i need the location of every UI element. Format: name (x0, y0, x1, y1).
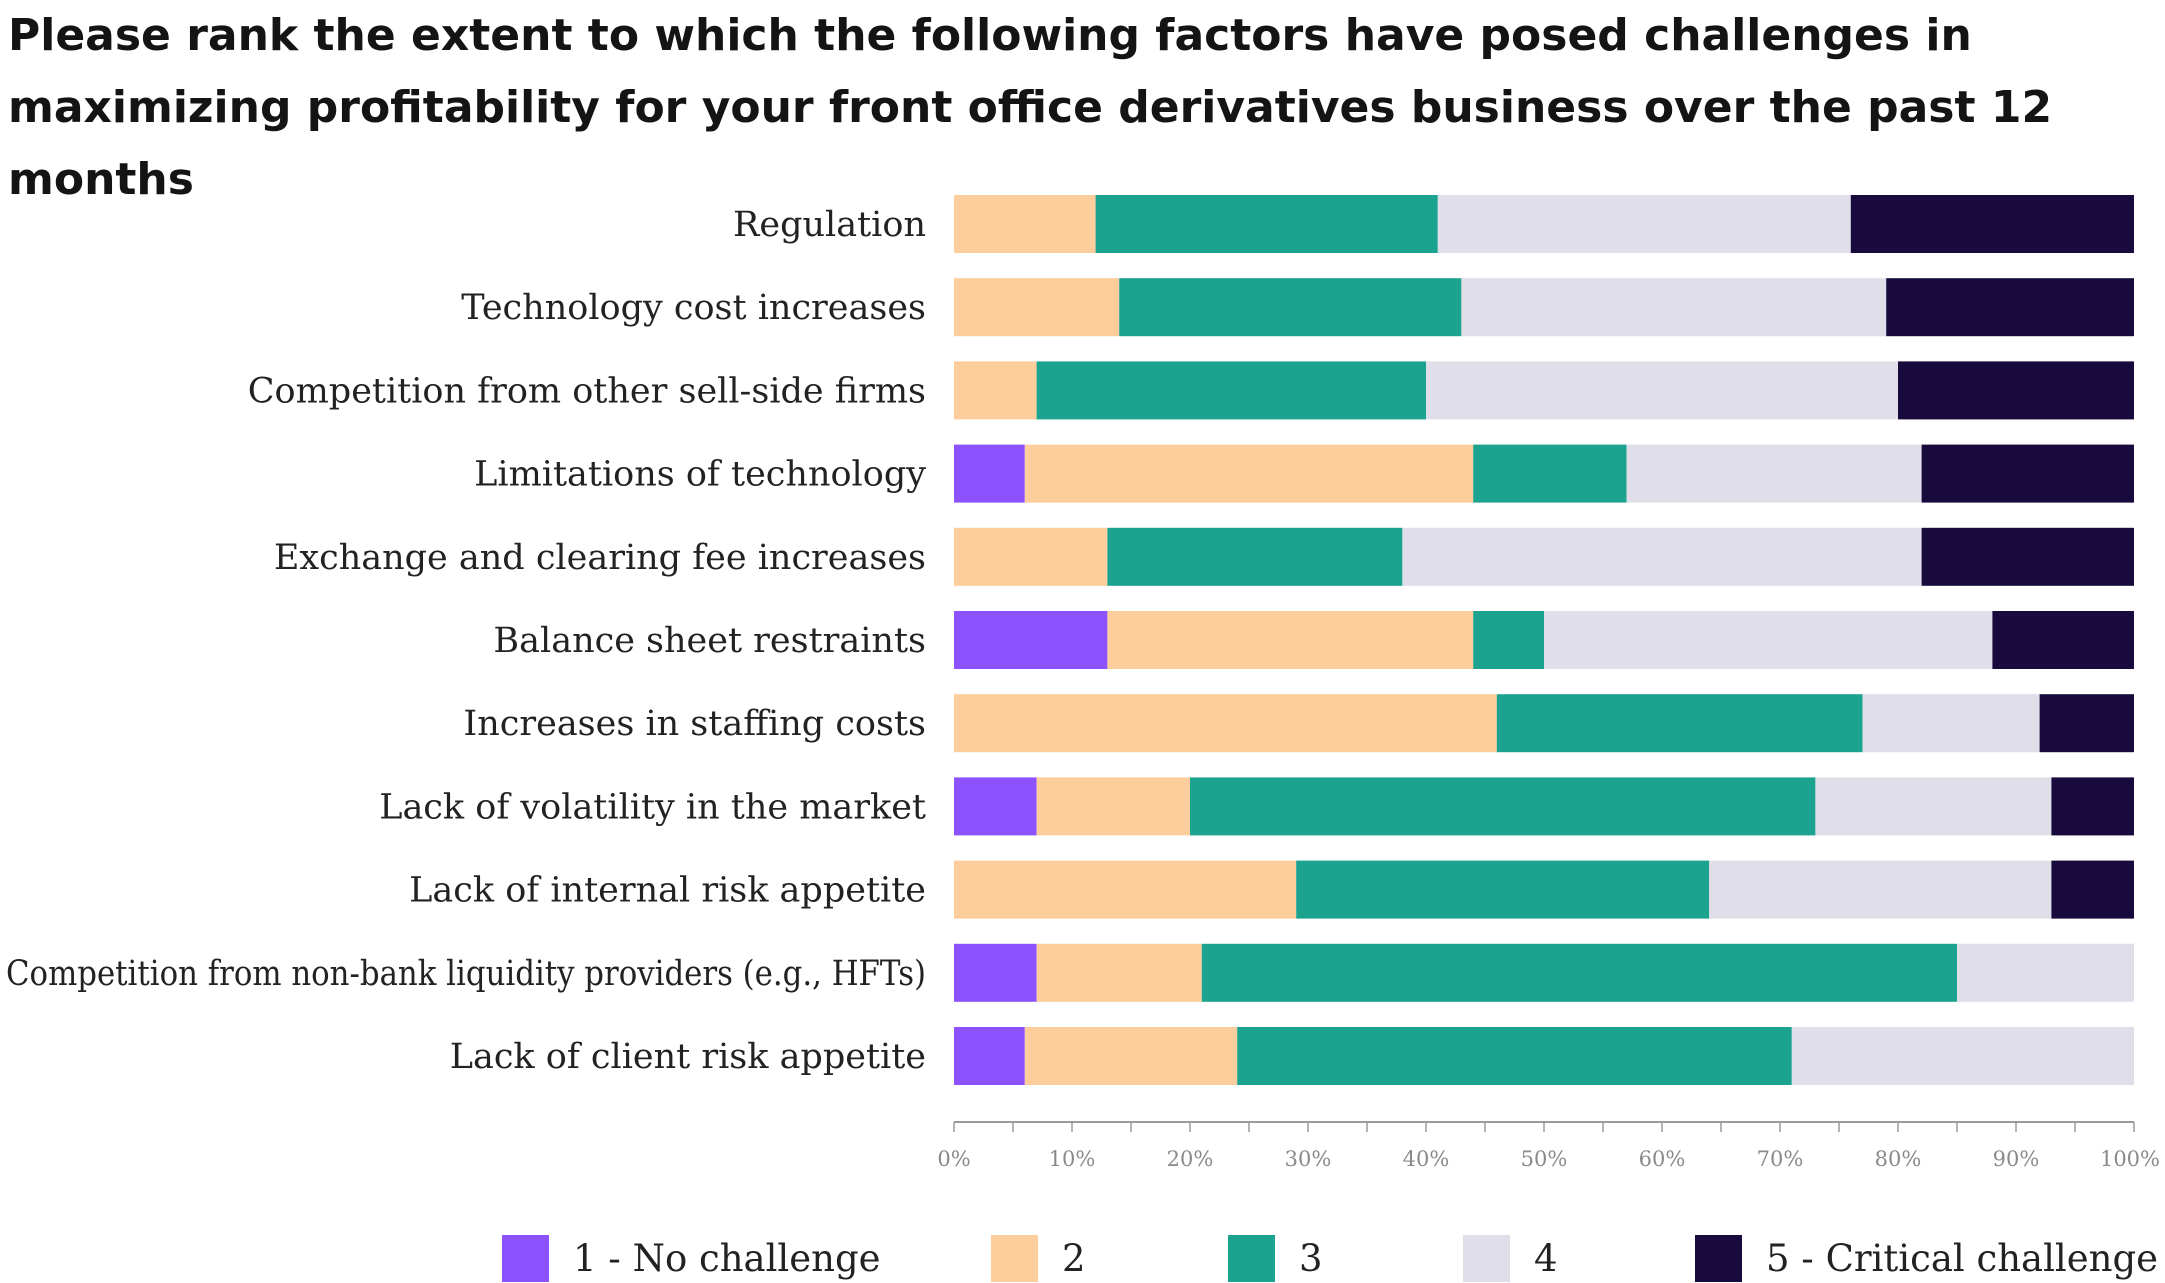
category-label: Lack of client risk appetite (450, 1037, 926, 1077)
bar-competition-from-non-bank-liquidity-providers-e-g-hfts-2 (1036, 943, 1202, 1002)
bar-lack-of-internal-risk-appetite-4 (1709, 860, 2052, 919)
x-tick-label: 60% (1639, 1147, 1686, 1171)
bar-regulation-3 (1095, 195, 1438, 253)
legend-label-3: 3 (1299, 1237, 1323, 1280)
bar-competition-from-other-sell-side-firms-3 (1036, 361, 1426, 420)
bar-balance-sheet-restraints-1-no-challenge (954, 611, 1108, 669)
bar-competition-from-other-sell-side-firms-2 (954, 361, 1037, 420)
legend-swatch-2 (991, 1235, 1038, 1282)
category-label: Increases in staffing costs (463, 704, 926, 744)
bar-lack-of-internal-risk-appetite-3 (1296, 860, 1710, 919)
x-tick-label: 30% (1285, 1147, 1332, 1171)
legend-label-2: 2 (1062, 1237, 1086, 1280)
bar-competition-from-non-bank-liquidity-providers-e-g-hfts-1-no-challenge (954, 943, 1037, 1002)
bar-limitations-of-technology-1-no-challenge (954, 444, 1025, 503)
bar-lack-of-volatility-in-the-market-1-no-challenge (954, 777, 1037, 836)
bar-lack-of-client-risk-appetite-2 (1024, 1027, 1238, 1085)
bar-competition-from-other-sell-side-firms-4 (1426, 361, 1898, 420)
bar-increases-in-staffing-costs-5-critical-challenge (2039, 694, 2134, 753)
bar-technology-cost-increases-3 (1119, 278, 1462, 337)
bar-increases-in-staffing-costs-3 (1496, 694, 1863, 753)
bar-lack-of-internal-risk-appetite-5-critical-challenge (2051, 860, 2134, 919)
x-axis: 0% 10% 20% 30% 40% 50% 60% 70% 80% 90% 100% (937, 1121, 2160, 1171)
x-tick-label: 90% (1993, 1147, 2040, 1171)
x-tick-label: 70% (1757, 1147, 1804, 1171)
x-tick-label: 50% (1521, 1147, 1568, 1171)
bar-exchange-and-clearing-fee-increases-3 (1107, 527, 1403, 586)
category-label: Competition from other sell-side firms (248, 371, 926, 411)
bar-balance-sheet-restraints-2 (1107, 611, 1474, 669)
legend: 1 - No challenge 2 3 4 5 - Critical challeng… (502, 1235, 2158, 1282)
bar-limitations-of-technology-4 (1626, 444, 1922, 503)
bar-exchange-and-clearing-fee-increases-5-critical-challenge (1921, 527, 2134, 586)
category-label: Balance sheet restraints (493, 621, 926, 661)
x-tick-label: 0% (937, 1147, 970, 1171)
legend-label-4: 4 (1534, 1237, 1558, 1280)
x-tick-label: 20% (1167, 1147, 1214, 1171)
bar-increases-in-staffing-costs-2 (954, 694, 1497, 753)
bar-regulation-5-critical-challenge (1850, 195, 2134, 253)
bar-lack-of-client-risk-appetite-4 (1791, 1027, 2134, 1085)
legend-label-1-no-challenge: 1 - No challenge (573, 1237, 881, 1280)
bar-technology-cost-increases-5-critical-challenge (1886, 278, 2134, 337)
legend-swatch-4 (1463, 1235, 1510, 1282)
category-label: Lack of internal risk appetite (409, 871, 926, 911)
bar-lack-of-volatility-in-the-market-3 (1190, 777, 1816, 836)
legend-swatch-3 (1228, 1235, 1275, 1282)
bar-limitations-of-technology-5-critical-challenge (1921, 444, 2134, 503)
chart-title: Please rank the extent to which the foll… (8, 10, 2053, 205)
bar-exchange-and-clearing-fee-increases-4 (1402, 527, 1922, 586)
bar-exchange-and-clearing-fee-increases-2 (954, 527, 1108, 586)
bar-lack-of-internal-risk-appetite-2 (954, 860, 1297, 919)
bar-technology-cost-increases-2 (954, 278, 1120, 337)
bar-regulation-4 (1437, 195, 1851, 253)
bar-technology-cost-increases-4 (1461, 278, 1887, 337)
bar-competition-from-other-sell-side-firms-5-critical-challenge (1898, 361, 2134, 420)
x-tick-label: 100% (2100, 1147, 2160, 1171)
category-label: Exchange and clearing fee increases (274, 538, 926, 578)
legend-swatch-5-critical-challenge (1695, 1235, 1742, 1282)
bar-balance-sheet-restraints-3 (1473, 611, 1544, 669)
bar-regulation-2 (954, 195, 1096, 253)
x-tick-label: 40% (1403, 1147, 1450, 1171)
bar-lack-of-volatility-in-the-market-4 (1815, 777, 2052, 836)
legend-swatch-1-no-challenge (502, 1235, 549, 1282)
category-label: Lack of volatility in the market (379, 787, 926, 827)
category-labels: Regulation Technology cost increases Compe… (6, 205, 926, 1077)
bar-lack-of-client-risk-appetite-3 (1237, 1027, 1792, 1085)
bar-limitations-of-technology-2 (1024, 444, 1474, 503)
bar-increases-in-staffing-costs-4 (1862, 694, 2040, 753)
category-label: Competition from non-bank liquidity prov… (6, 954, 926, 994)
x-tick-label: 80% (1875, 1147, 1922, 1171)
bar-balance-sheet-restraints-4 (1544, 611, 1993, 669)
x-tick-label: 10% (1049, 1147, 1096, 1171)
bar-limitations-of-technology-3 (1473, 444, 1627, 503)
bar-lack-of-client-risk-appetite-1-no-challenge (954, 1027, 1025, 1085)
bars-group (954, 195, 2134, 1085)
bar-lack-of-volatility-in-the-market-5-critical-challenge (2051, 777, 2134, 836)
category-label: Limitations of technology (474, 455, 926, 495)
bar-competition-from-non-bank-liquidity-providers-e-g-hfts-4 (1957, 943, 2134, 1002)
bar-balance-sheet-restraints-5-critical-challenge (1992, 611, 2134, 669)
bar-competition-from-non-bank-liquidity-providers-e-g-hfts-3 (1201, 943, 1957, 1002)
legend-label-5-critical-challenge: 5 - Critical challenge (1766, 1237, 2158, 1280)
bar-lack-of-volatility-in-the-market-2 (1036, 777, 1190, 836)
category-label: Technology cost increases (461, 288, 926, 328)
category-label: Regulation (733, 205, 926, 245)
